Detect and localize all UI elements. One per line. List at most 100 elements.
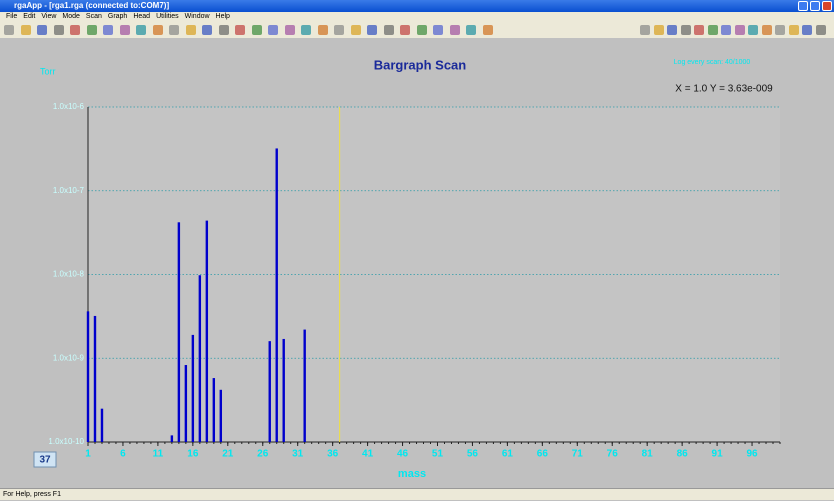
toolbar-button[interactable] [816, 25, 826, 35]
chart-title: Bargraph Scan [374, 57, 467, 72]
toolbar-button[interactable] [708, 25, 718, 35]
toolbar-button[interactable] [762, 25, 772, 35]
toolbar-button[interactable] [483, 25, 493, 35]
title-bar: rgaApp - [rga1.rga (connected to:COM7)] [0, 0, 834, 12]
toolbar-button[interactable] [4, 25, 14, 35]
cursor-readout: X = 1.0 Y = 3.63e-009 [675, 84, 773, 95]
x-tick-label: 6 [120, 449, 126, 460]
app-window: rgaApp - [rga1.rga (connected to:COM7)] … [0, 0, 834, 500]
toolbar-button[interactable] [351, 25, 361, 35]
toolbar-button[interactable] [318, 25, 328, 35]
x-tick-label: 41 [362, 449, 374, 460]
x-tick-label: 81 [642, 449, 654, 460]
toolbar-button[interactable] [268, 25, 278, 35]
menu-item[interactable]: Graph [108, 13, 127, 20]
bar [185, 365, 187, 442]
x-tick-label: 61 [502, 449, 514, 460]
x-tick-label: 11 [153, 449, 164, 460]
toolbar-button[interactable] [694, 25, 704, 35]
x-tick-label: 66 [537, 449, 549, 460]
bar [276, 148, 278, 442]
menu-item[interactable]: Scan [86, 13, 102, 20]
bar [269, 341, 271, 442]
toolbar-button[interactable] [384, 25, 394, 35]
x-tick-label: 91 [712, 449, 724, 460]
toolbar-button[interactable] [417, 25, 427, 35]
x-tick-label: 86 [677, 449, 689, 460]
minimize-button[interactable] [798, 1, 808, 11]
toolbar-button[interactable] [103, 25, 113, 35]
y-tick-label: 1.0x10-6 [53, 102, 85, 111]
toolbar-button[interactable] [748, 25, 758, 35]
toolbar-button[interactable] [153, 25, 163, 35]
bar [303, 330, 305, 442]
menu-item[interactable]: Edit [23, 13, 35, 20]
toolbar-button[interactable] [789, 25, 799, 35]
bar [94, 316, 96, 442]
toolbar-button[interactable] [186, 25, 196, 35]
menu-item[interactable]: View [41, 13, 56, 20]
bar [171, 435, 173, 442]
y-axis-label: Torr [40, 66, 56, 76]
toolbar-button[interactable] [21, 25, 31, 35]
toolbar-button[interactable] [136, 25, 146, 35]
toolbar-button[interactable] [735, 25, 745, 35]
menu-item[interactable]: Help [216, 13, 230, 20]
toolbar-button[interactable] [285, 25, 295, 35]
bar [101, 409, 103, 442]
toolbar-button[interactable] [219, 25, 229, 35]
x-tick-label: 76 [607, 449, 619, 460]
y-tick-label: 1.0x10-10 [48, 437, 84, 446]
toolbar-button[interactable] [667, 25, 677, 35]
toolbar-button[interactable] [681, 25, 691, 35]
toolbar-button[interactable] [654, 25, 664, 35]
x-axis-label: mass [398, 468, 426, 480]
menu-item[interactable]: Utilities [156, 13, 179, 20]
menu-item[interactable]: File [6, 13, 17, 20]
toolbar-button[interactable] [640, 25, 650, 35]
x-tick-label: 21 [222, 449, 234, 460]
x-tick-label: 1 [85, 449, 91, 460]
x-tick-label: 31 [292, 449, 304, 460]
x-tick-label: 71 [572, 449, 584, 460]
toolbar-button[interactable] [252, 25, 262, 35]
bar [178, 222, 180, 442]
toolbar-button[interactable] [450, 25, 460, 35]
cursor-value: 37 [39, 455, 51, 466]
chart: Bargraph Scan Torr Log every scan: 40/10… [0, 38, 834, 488]
x-tick-label: 26 [257, 449, 269, 460]
status-bar: For Help, press F1 [0, 488, 834, 500]
log-note: Log every scan: 40/1000 [674, 59, 751, 66]
toolbar-button[interactable] [775, 25, 785, 35]
toolbar [0, 22, 834, 39]
maximize-button[interactable] [810, 1, 820, 11]
bar [192, 335, 194, 442]
toolbar-button[interactable] [802, 25, 812, 35]
x-tick-label: 16 [187, 449, 199, 460]
y-tick-label: 1.0x10-8 [53, 270, 85, 279]
x-tick-label: 36 [327, 449, 339, 460]
toolbar-button[interactable] [235, 25, 245, 35]
toolbar-button[interactable] [400, 25, 410, 35]
menu-bar: File Edit View Mode Scan Graph Head Utilities Wi… [0, 12, 834, 22]
toolbar-button[interactable] [70, 25, 80, 35]
toolbar-button[interactable] [301, 25, 311, 35]
toolbar-button[interactable] [466, 25, 476, 35]
bar [206, 221, 208, 442]
toolbar-button[interactable] [169, 25, 179, 35]
y-tick-label: 1.0x10-9 [53, 353, 85, 362]
x-tick-label: 46 [397, 449, 409, 460]
menu-item[interactable]: Mode [62, 13, 80, 20]
toolbar-button[interactable] [120, 25, 130, 35]
toolbar-button[interactable] [367, 25, 377, 35]
toolbar-button[interactable] [334, 25, 344, 35]
toolbar-button[interactable] [87, 25, 97, 35]
toolbar-button[interactable] [202, 25, 212, 35]
toolbar-button[interactable] [37, 25, 47, 35]
toolbar-button[interactable] [54, 25, 64, 35]
menu-item[interactable]: Head [133, 13, 150, 20]
toolbar-button[interactable] [433, 25, 443, 35]
menu-item[interactable]: Window [185, 13, 210, 20]
toolbar-button[interactable] [721, 25, 731, 35]
close-button[interactable] [822, 1, 832, 11]
